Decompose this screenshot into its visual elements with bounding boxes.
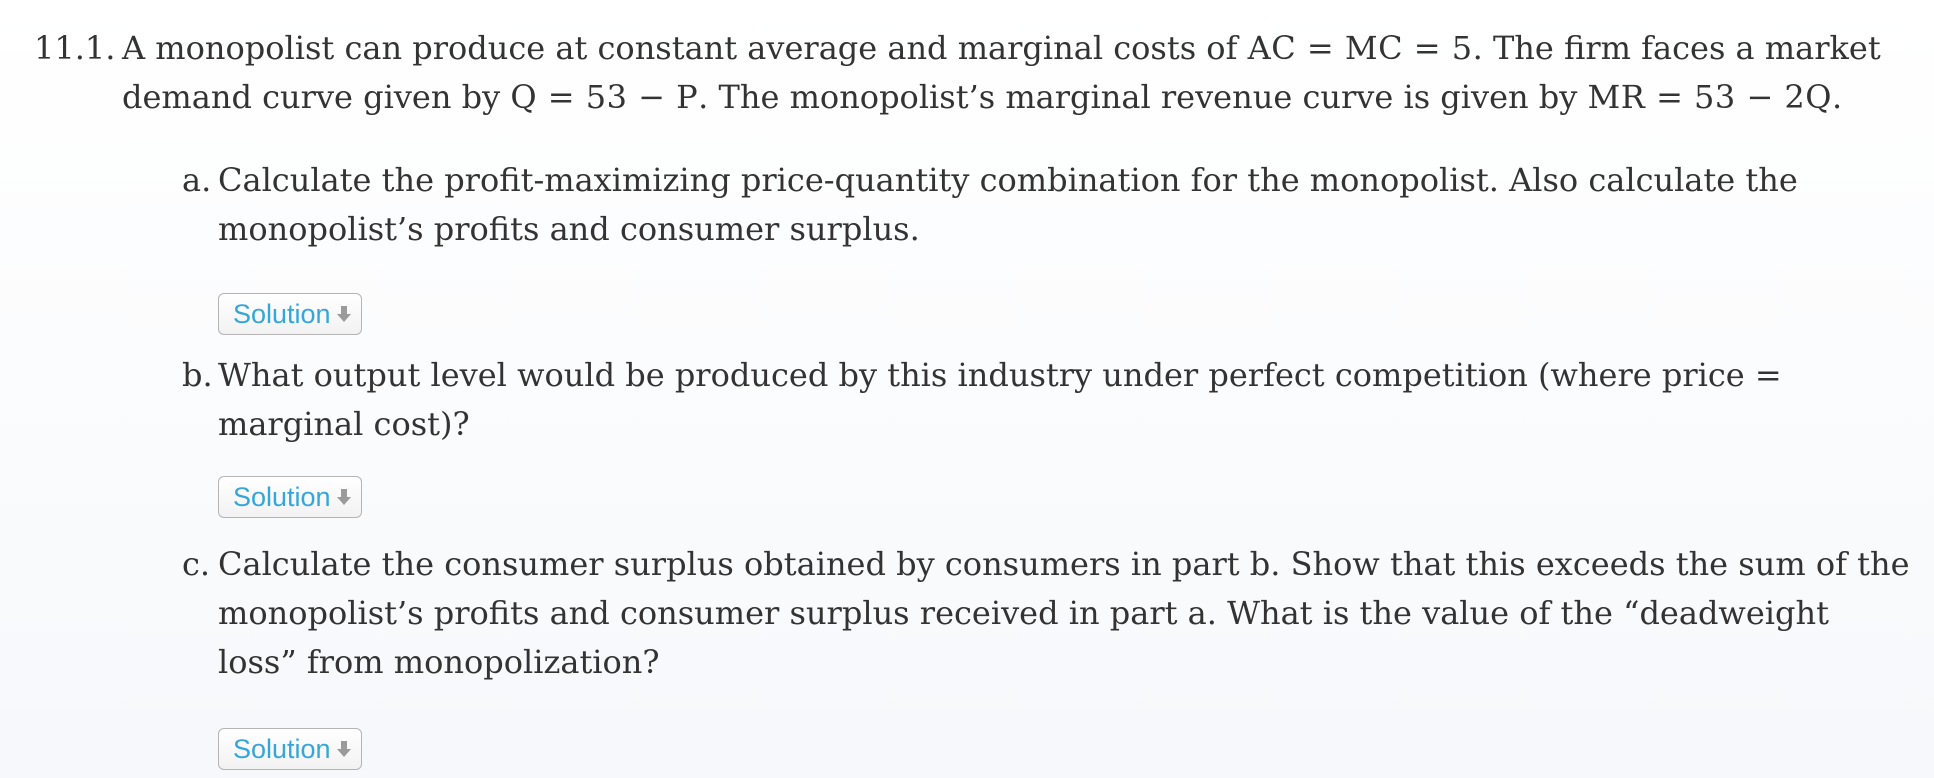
part-b: b. What output level would be produced b…	[182, 351, 1914, 449]
part-a-text: Calculate the profit-maximizing price-qu…	[218, 161, 1798, 248]
part-a: a. Calculate the profit-maximizing price…	[182, 156, 1914, 254]
solution-button-c-label: Solution	[233, 733, 331, 764]
problem-text-1: A monopolist can produce at constant ave…	[122, 29, 1248, 67]
problem-text-4: .	[1832, 78, 1843, 116]
problem-11-1: 11.1. A monopolist can produce at consta…	[34, 24, 1914, 770]
part-c-label: c.	[182, 545, 211, 583]
math-cost-equation: AC = MC = 5	[1247, 29, 1473, 67]
arrow-down-icon	[336, 306, 351, 322]
part-c: c. Calculate the consumer surplus obtain…	[182, 540, 1914, 687]
solution-button-b-label: Solution	[233, 481, 331, 512]
math-marginal-revenue-equation: MR = 53 − 2Q	[1587, 78, 1833, 116]
part-a-label: a.	[182, 161, 212, 199]
solution-button-a[interactable]: Solution	[218, 293, 362, 335]
problem-parts: a. Calculate the profit-maximizing price…	[34, 156, 1914, 770]
solution-button-a-label: Solution	[233, 298, 331, 329]
solution-button-c[interactable]: Solution	[218, 728, 362, 770]
problem-text-2: . The firm faces a market demand curve g…	[122, 29, 1881, 116]
part-b-label: b.	[182, 356, 213, 394]
math-demand-equation: Q = 53 − P	[510, 78, 699, 116]
arrow-down-icon	[336, 741, 351, 757]
arrow-down-icon	[336, 489, 351, 505]
problem-number: 11.1.	[34, 29, 116, 67]
part-b-text: What output level would be produced by t…	[218, 356, 1782, 443]
problem-statement: 11.1. A monopolist can produce at consta…	[34, 24, 1914, 122]
problem-text-3: . The monopolist’s marginal revenue curv…	[698, 78, 1588, 116]
solution-button-b[interactable]: Solution	[218, 476, 362, 518]
part-c-text: Calculate the consumer surplus obtained …	[218, 545, 1910, 681]
